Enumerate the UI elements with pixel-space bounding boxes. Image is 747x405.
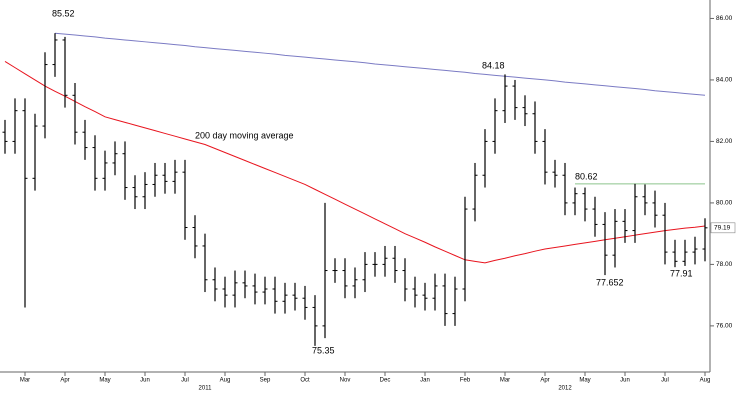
series-label: 200 day moving average	[195, 130, 294, 140]
annotation: 80.62	[575, 171, 598, 181]
x-tick-label: Jul	[661, 378, 669, 384]
annotation: 84.18	[482, 60, 505, 70]
annotation: 77.652	[596, 277, 624, 287]
annotation: 77.91	[670, 268, 693, 278]
series-line	[4, 61, 706, 264]
x-year-label: 2011	[199, 386, 213, 392]
y-tick-label: 78.00	[716, 261, 733, 268]
x-tick-label: Aug	[700, 378, 711, 384]
x-year-label: 2012	[558, 386, 572, 392]
x-tick-label: Jun	[140, 378, 150, 384]
x-tick-label: Jun	[620, 378, 630, 384]
x-tick-label: Dec	[380, 378, 391, 384]
annotation: 85.52	[52, 8, 75, 18]
x-tick-label: Mar	[500, 378, 510, 384]
series-line	[54, 32, 706, 96]
last-price-label: 79.19	[714, 225, 731, 232]
annotation: 75.35	[312, 345, 335, 355]
x-tick-label: Mar	[20, 378, 30, 384]
y-tick-label: 84.00	[716, 77, 733, 84]
last-price-box	[710, 222, 736, 234]
x-tick-label: Aug	[220, 378, 231, 384]
x-tick-label: Nov	[340, 378, 351, 384]
x-tick-label: Apr	[60, 378, 69, 384]
x-tick-label: Jul	[181, 378, 189, 384]
x-tick-label: May	[99, 378, 110, 384]
x-tick-label: Apr	[540, 378, 549, 384]
x-tick-label: Feb	[460, 378, 471, 384]
x-tick-label: Sep	[260, 378, 271, 384]
y-tick-label: 82.00	[716, 138, 733, 145]
y-tick-label: 80.00	[716, 200, 733, 207]
y-tick-label: 86.00	[716, 15, 733, 22]
x-tick-label: May	[579, 378, 590, 384]
x-tick-label: Jan	[420, 378, 430, 384]
y-tick-label: 76.00	[716, 323, 733, 330]
x-tick-label: Oct	[300, 378, 310, 384]
